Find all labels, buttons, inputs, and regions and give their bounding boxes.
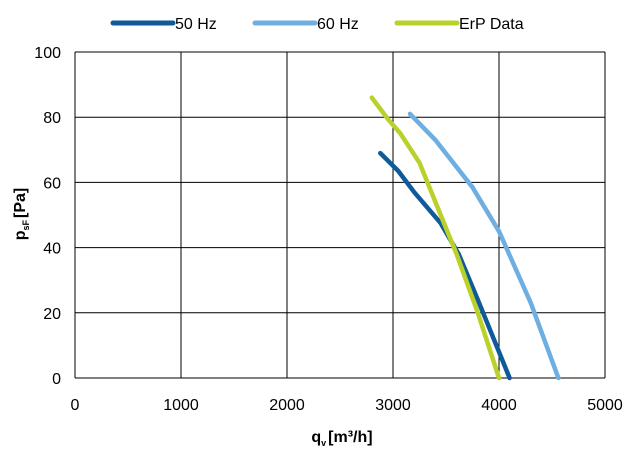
x-tick-labels: 0 1000 2000 3000 4000 5000	[71, 397, 623, 414]
x-tick-label: 3000	[375, 397, 411, 414]
x-axis-label: qv [m³/h]	[311, 429, 372, 448]
y-tick-label: 20	[43, 306, 61, 323]
y-axis-label: psF[Pa]	[12, 188, 31, 241]
x-tick-label: 5000	[587, 397, 623, 414]
y-tick-label: 80	[43, 110, 61, 127]
x-tick-label: 1000	[163, 397, 199, 414]
series-line-2	[369, 95, 502, 381]
series-line-1	[407, 111, 561, 381]
y-tick-label: 0	[52, 371, 61, 388]
series-lines	[369, 95, 561, 381]
legend-label: 60 Hz	[317, 16, 359, 33]
legend-label: ErP Data	[459, 16, 524, 33]
x-tick-label: 2000	[269, 397, 305, 414]
y-tick-labels: 0 20 40 60 80 100	[34, 45, 61, 388]
x-tick-label: 0	[71, 397, 80, 414]
legend: 50 Hz 60 Hz ErP Data	[110, 16, 524, 33]
y-tick-label: 40	[43, 241, 61, 258]
gridlines	[74, 51, 606, 379]
x-tick-label: 4000	[481, 397, 517, 414]
legend-label: 50 Hz	[175, 16, 217, 33]
y-tick-label: 100	[34, 45, 61, 62]
y-tick-label: 60	[43, 175, 61, 192]
